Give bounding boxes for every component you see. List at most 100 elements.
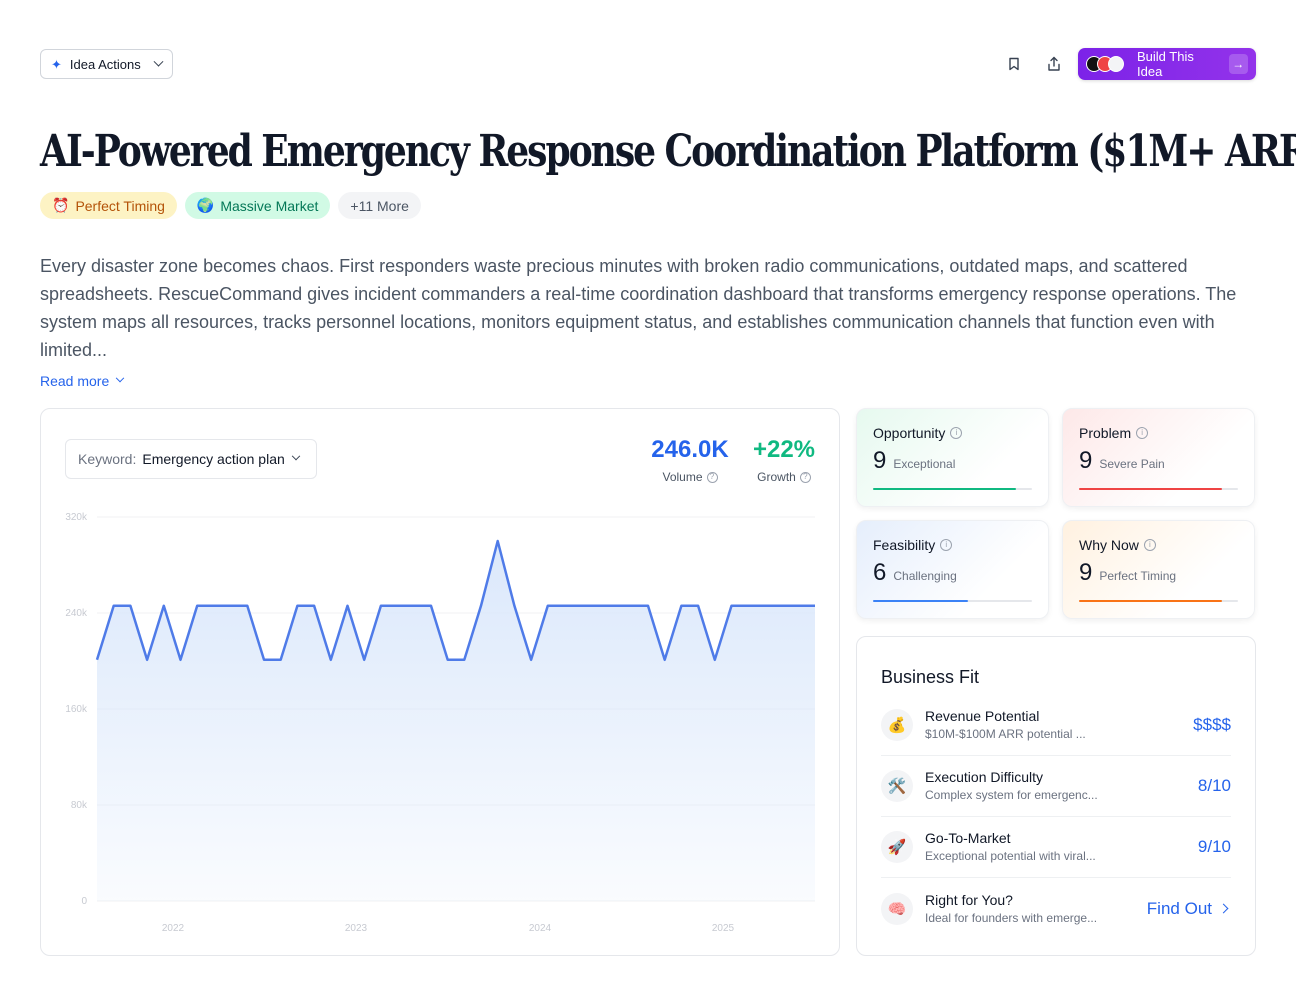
idea-description: Every disaster zone becomes chaos. First…: [40, 256, 1237, 360]
x-tick-label: 2023: [345, 923, 368, 934]
help-icon[interactable]: ?: [799, 471, 811, 483]
biz-item-name: Execution Difficulty: [925, 769, 1044, 785]
score-bar-fill: [873, 488, 1017, 490]
trend-chart-card: 0 80k 160k 240k 320k 2022 2023 2024 2025 Keyword…: [40, 408, 840, 956]
idea-actions-dropdown[interactable]: ✦ Idea Actions: [40, 49, 173, 79]
volume-label: Volume: [662, 470, 703, 484]
bookmark-button[interactable]: [1002, 52, 1026, 76]
read-more-link[interactable]: Read more: [40, 373, 125, 389]
keyword-value: Emergency action plan: [142, 451, 285, 467]
build-this-idea-button[interactable]: Build This Idea →: [1078, 48, 1256, 80]
feasibility-score-card[interactable]: Feasibility i 6 Challenging: [856, 520, 1049, 619]
tag-more-button[interactable]: +11 More: [338, 192, 421, 219]
chevron-down-icon: [153, 56, 164, 67]
biz-item-value: 8/10: [1197, 776, 1231, 795]
growth-value: +22%: [752, 436, 816, 463]
biz-item-name: Right for You?: [925, 891, 1013, 908]
score-value: 9: [1079, 447, 1093, 474]
opportunity-score-card[interactable]: Opportunity i 9 Exceptional: [856, 408, 1049, 507]
share-button[interactable]: [1042, 52, 1066, 76]
info-icon[interactable]: i: [940, 539, 953, 551]
keyword-select[interactable]: Keyword: Emergency action plan: [65, 439, 317, 479]
bookmark-icon: [1009, 57, 1019, 71]
money-bag-icon: 💰: [881, 709, 913, 741]
find-out-link[interactable]: Find Out: [1147, 899, 1231, 919]
y-tick-label: 240k: [65, 608, 88, 619]
chevron-down-icon: [291, 451, 301, 461]
y-tick-label: 320k: [65, 512, 88, 523]
biz-item-revenue-potential[interactable]: 💰 Revenue Potential $10M-$100M ARR poten…: [881, 695, 1231, 756]
sparkle-icon: ✦: [51, 56, 62, 72]
y-tick-label: 160k: [65, 704, 88, 715]
x-tick-label: 2024: [529, 923, 552, 934]
biz-item-name: Go-To-Market: [925, 830, 1011, 846]
tag-label: Perfect Timing: [75, 197, 165, 214]
x-tick-label: 2022: [162, 923, 185, 934]
series-line: [95, 539, 815, 662]
biz-item-execution-difficulty[interactable]: 🛠️ Execution Difficulty Complex system f…: [881, 756, 1231, 817]
score-title: Why Now: [1079, 537, 1139, 553]
alarm-clock-icon: ⏰: [52, 197, 70, 213]
score-title: Problem: [1079, 425, 1132, 441]
info-icon[interactable]: i: [1143, 539, 1156, 551]
avatar-group: [1086, 56, 1124, 72]
tag-list: ⏰ Perfect Timing 🌍 Massive Market +11 Mo…: [40, 192, 421, 219]
info-icon[interactable]: i: [1136, 427, 1149, 439]
tag-perfect-timing[interactable]: ⏰ Perfect Timing: [40, 192, 177, 219]
biz-item-name: Revenue Potential: [925, 708, 1040, 724]
score-value: 6: [873, 559, 887, 586]
score-bar: [1079, 600, 1238, 602]
why-now-score-card[interactable]: Why Now i 9 Perfect Timing: [1062, 520, 1255, 619]
volume-value: 246.0K: [651, 436, 729, 463]
chevron-right-icon: [1218, 903, 1229, 914]
biz-item-go-to-market[interactable]: 🚀 Go-To-Market Exceptional potential wit…: [881, 817, 1231, 878]
score-bar-fill: [1079, 488, 1223, 490]
keyword-label: Keyword:: [78, 451, 137, 467]
build-this-idea-label: Build This Idea: [1137, 49, 1194, 79]
score-bar-fill: [873, 600, 969, 602]
tag-label: +11 More: [350, 197, 409, 214]
business-fit-title: Business Fit: [881, 667, 980, 687]
tools-icon: 🛠️: [881, 770, 913, 802]
biz-item-desc: Complex system for emergenc...: [925, 788, 1098, 802]
score-bar-fill: [1079, 600, 1223, 602]
score-label: Challenging: [893, 569, 957, 583]
score-bar: [1079, 488, 1238, 490]
trend-chart: 0 80k 160k 240k 320k 2022 2023 2024 2025: [65, 512, 815, 934]
arrow-right-icon: →: [1228, 54, 1248, 74]
business-fit-list: 💰 Revenue Potential $10M-$100M ARR poten…: [881, 695, 1231, 939]
y-tick-label: 0: [81, 896, 87, 907]
x-tick-label: 2025: [712, 923, 735, 934]
score-title: Feasibility: [873, 537, 936, 553]
biz-item-right-for-you[interactable]: 🧠 Right for You? Ideal for founders with…: [881, 878, 1231, 939]
biz-item-desc: Exceptional potential with viral...: [925, 849, 1096, 863]
score-value: 9: [873, 447, 887, 474]
top-bar: ✦ Idea Actions Build This Idea →: [40, 48, 1256, 80]
read-more-label: Read more: [40, 373, 110, 389]
tag-label: Massive Market: [220, 197, 319, 214]
share-icon: [1048, 56, 1060, 71]
find-out-label: Find Out: [1146, 898, 1212, 918]
score-bar: [873, 600, 1032, 602]
growth-label: Growth: [757, 470, 796, 484]
help-icon[interactable]: ?: [706, 471, 718, 483]
tag-massive-market[interactable]: 🌍 Massive Market: [184, 192, 331, 219]
brain-icon: 🧠: [881, 892, 913, 925]
volume-metric: 246.0K Volume?: [651, 435, 729, 484]
score-label: Exceptional: [893, 457, 956, 471]
idea-actions-label: Idea Actions: [69, 56, 141, 72]
score-title: Opportunity: [873, 425, 946, 441]
business-fit-card: Business Fit 💰 Revenue Potential $10M-$1…: [856, 636, 1256, 956]
problem-score-card[interactable]: Problem i 9 Severe Pain: [1062, 408, 1255, 507]
series-area: [97, 541, 815, 901]
info-icon[interactable]: i: [950, 427, 963, 439]
rocket-icon: 🚀: [881, 831, 913, 863]
biz-item-value: $$$$: [1193, 715, 1231, 734]
score-bar: [873, 488, 1032, 490]
page-title: AI-Powered Emergency Response Coordinati…: [40, 126, 1296, 177]
y-tick-label: 80k: [71, 800, 88, 811]
score-label: Severe Pain: [1099, 457, 1165, 471]
avatar: [1108, 56, 1124, 72]
biz-item-desc: $10M-$100M ARR potential ...: [925, 727, 1086, 741]
biz-item-desc: Ideal for founders with emerge...: [925, 910, 1098, 925]
